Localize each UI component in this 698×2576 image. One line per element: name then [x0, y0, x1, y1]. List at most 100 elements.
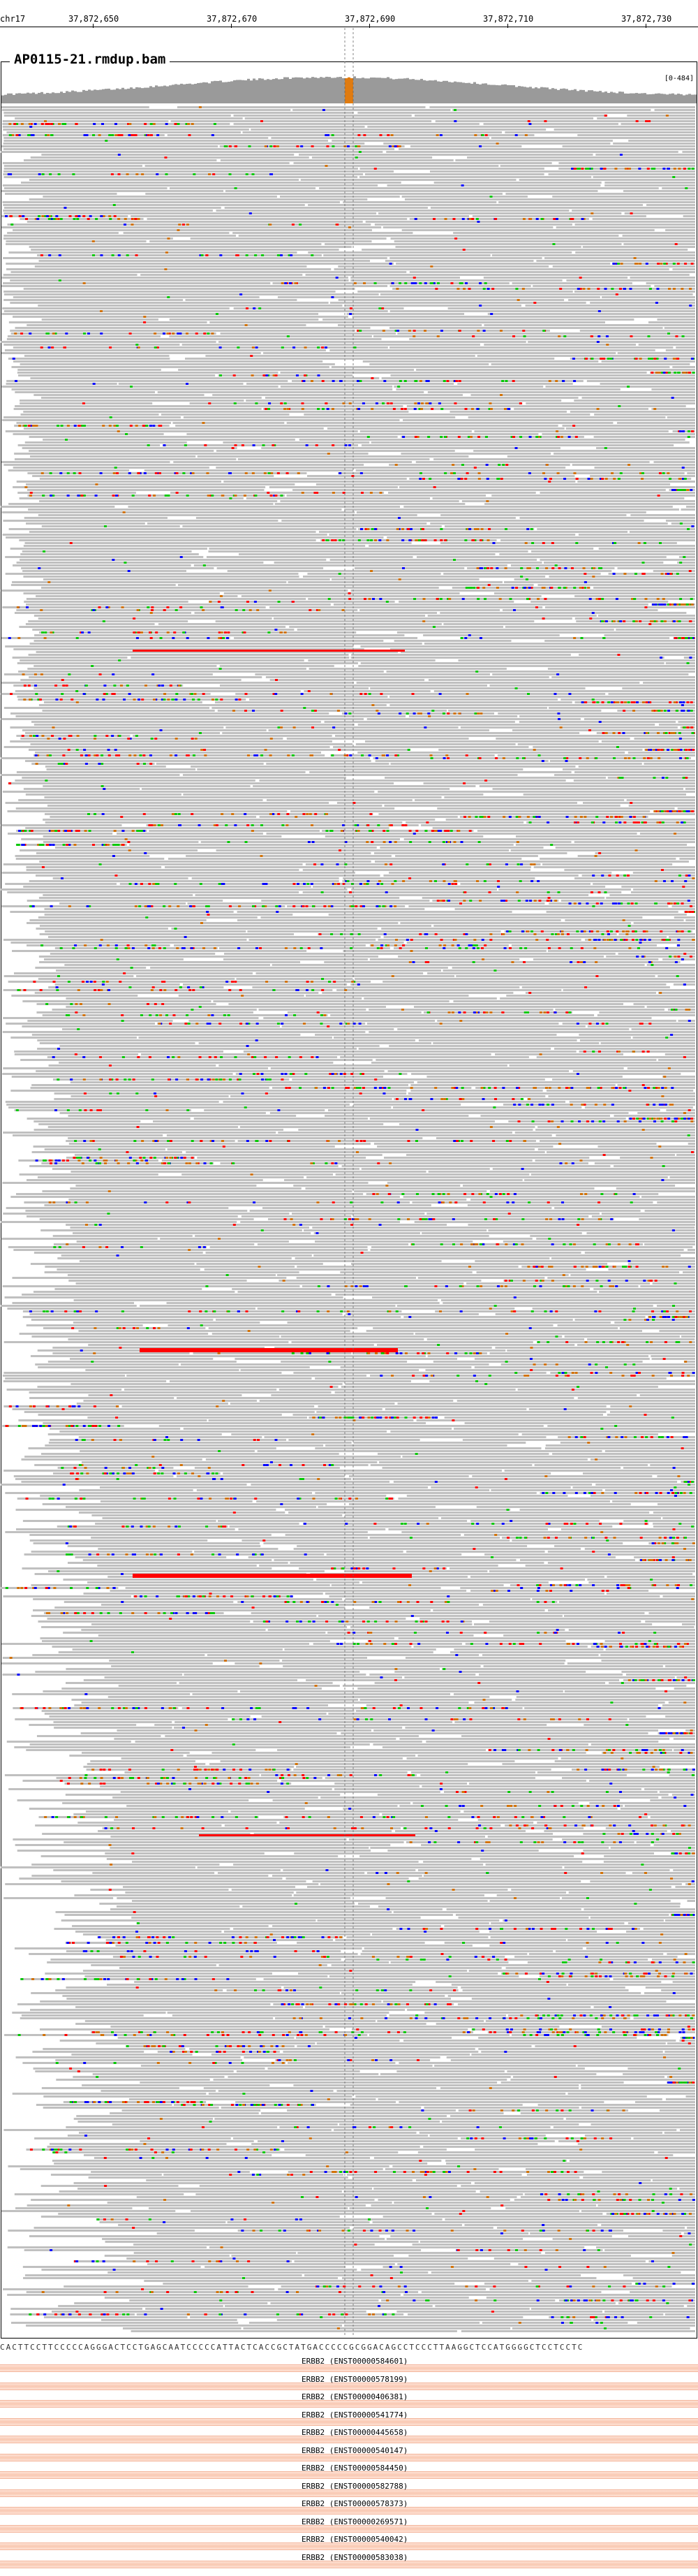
read [498, 712, 695, 715]
mismatch-base [504, 528, 507, 530]
read [240, 1221, 400, 1223]
read [303, 576, 546, 578]
read [375, 760, 549, 762]
read [10, 726, 224, 729]
mismatch-base [512, 609, 516, 611]
mismatch-base [62, 763, 66, 765]
read [646, 282, 695, 284]
read [25, 623, 155, 625]
mismatch-base [62, 685, 66, 687]
mismatch-base [134, 905, 138, 907]
read [359, 168, 544, 170]
coverage-bar [96, 89, 99, 103]
read [27, 1118, 191, 1120]
read [75, 1282, 464, 1285]
read [369, 545, 695, 547]
read [396, 1305, 653, 1307]
mismatch-base [371, 841, 374, 843]
coverage-bar [222, 82, 225, 103]
mismatch-base [121, 1014, 124, 1016]
mismatch-base [231, 447, 235, 449]
mismatch-base [641, 1051, 645, 1053]
mismatch-base [149, 631, 152, 634]
coverage-bar [225, 82, 228, 103]
read [450, 411, 567, 413]
mismatch-base [124, 947, 128, 949]
read [508, 1120, 695, 1122]
mismatch-base [145, 425, 149, 427]
mismatch-base [135, 254, 138, 256]
read [581, 874, 695, 877]
read [637, 1112, 695, 1114]
mismatch-base [219, 1078, 223, 1081]
coverage-bar [585, 92, 588, 103]
mismatch-base [401, 539, 405, 541]
mismatch-base [82, 402, 85, 404]
mismatch-base [486, 478, 489, 480]
mismatch-base [59, 472, 63, 474]
mismatch-base [616, 930, 619, 932]
mismatch-base [665, 947, 669, 949]
read [364, 997, 497, 1000]
mismatch-base [251, 710, 255, 712]
mismatch-base [84, 763, 88, 765]
mismatch-base [663, 732, 667, 734]
mismatch-base [526, 567, 530, 569]
mismatch-base [78, 472, 82, 474]
mismatch-base [153, 824, 156, 826]
read [1, 151, 383, 153]
mismatch-base [339, 1073, 343, 1075]
read [10, 279, 349, 281]
read [373, 1143, 657, 1145]
read [14, 453, 369, 455]
read [3, 274, 138, 276]
mismatch-base [208, 1056, 211, 1058]
mismatch-base [625, 933, 629, 935]
mismatch-base [147, 947, 151, 949]
read [36, 874, 380, 877]
mismatch-base [227, 1014, 230, 1016]
read [52, 1009, 257, 1011]
mismatch-base [303, 883, 306, 885]
read [20, 559, 327, 561]
mismatch-base [503, 947, 507, 949]
mismatch-base [192, 905, 195, 907]
mismatch-base [198, 732, 202, 734]
mismatch-base [429, 402, 432, 404]
mismatch-base [648, 623, 652, 625]
read [2, 1031, 366, 1033]
coverage-bar [283, 77, 286, 103]
mismatch-base [661, 1104, 664, 1106]
read [209, 548, 594, 550]
coverage-bar [504, 84, 507, 103]
mismatch-base [549, 1218, 553, 1220]
read [10, 1090, 407, 1092]
mismatch-base [241, 995, 244, 997]
mismatch-base [25, 606, 29, 608]
read [593, 436, 695, 438]
mismatch-base [522, 1280, 526, 1282]
mismatch-base [250, 1173, 253, 1176]
read [365, 221, 695, 223]
mismatch-base [231, 813, 235, 815]
mismatch-base [355, 1087, 359, 1089]
read [3, 170, 394, 173]
read [2, 120, 169, 122]
read [639, 833, 695, 835]
read [267, 1218, 614, 1220]
mismatch-base [544, 598, 547, 600]
mismatch-base [101, 813, 105, 815]
mismatch-base [677, 603, 681, 606]
mismatch-base [671, 1009, 674, 1011]
mismatch-base [217, 601, 221, 603]
mismatch-base [558, 947, 561, 949]
mismatch-base [443, 944, 447, 946]
mismatch-base [533, 1285, 537, 1287]
mismatch-base [165, 1201, 169, 1203]
read [177, 106, 426, 108]
read [331, 578, 480, 580]
read [17, 372, 279, 374]
mismatch-base [150, 905, 154, 907]
read [397, 332, 695, 335]
